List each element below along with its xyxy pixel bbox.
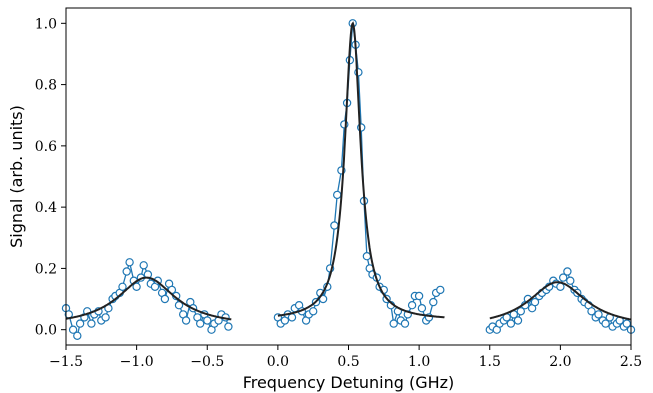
data-point — [390, 320, 397, 327]
data-point — [363, 253, 370, 260]
x-tick-label: 2.5 — [620, 354, 642, 370]
data-point — [204, 317, 211, 324]
data-point — [88, 320, 95, 327]
y-tick-label: 0.0 — [35, 323, 57, 339]
x-tick-label: −1.5 — [49, 354, 83, 370]
x-tick-label: −0.5 — [190, 354, 224, 370]
data-point — [567, 277, 574, 284]
data-point — [310, 308, 317, 315]
y-tick-label: 0.2 — [35, 261, 57, 277]
data-point — [430, 299, 437, 306]
data-point — [225, 323, 232, 330]
y-tick-label: 0.6 — [35, 139, 57, 155]
data-point — [119, 283, 126, 290]
data-point — [418, 305, 425, 312]
data-point — [74, 332, 81, 339]
x-tick-label: 0.0 — [267, 354, 289, 370]
x-axis-ticks: −1.5 −1.0 −0.5 0.0 0.5 1.0 1.5 2.0 2.5 — [49, 345, 642, 370]
data-point — [183, 317, 190, 324]
data-point — [123, 268, 130, 275]
x-axis-label: Frequency Detuning (GHz) — [243, 373, 455, 392]
plot-area — [62, 20, 634, 340]
data-point — [564, 268, 571, 275]
data-point — [334, 191, 341, 198]
data-point — [140, 262, 147, 269]
x-tick-label: 0.5 — [337, 354, 359, 370]
data-point — [288, 314, 295, 321]
data-point — [507, 320, 514, 327]
data-point — [416, 292, 423, 299]
data-point — [102, 314, 109, 321]
data-point — [161, 295, 168, 302]
x-tick-label: 1.0 — [408, 354, 430, 370]
y-axis-label: Signal (arb. units) — [7, 105, 26, 248]
y-tick-label: 0.8 — [35, 78, 57, 94]
x-tick-label: 2.0 — [549, 354, 571, 370]
data-point — [437, 286, 444, 293]
data-point — [514, 317, 521, 324]
data-series-3 — [486, 268, 634, 333]
data-point — [126, 259, 133, 266]
x-tick-label: −1.0 — [120, 354, 154, 370]
data-series-2 — [274, 20, 444, 328]
x-tick-label: 1.5 — [479, 354, 501, 370]
y-tick-label: 0.4 — [35, 200, 57, 216]
data-point — [197, 320, 204, 327]
fit-curve-2 — [278, 23, 445, 317]
data-point — [401, 320, 408, 327]
y-axis-ticks: 0.0 0.2 0.4 0.6 0.8 1.0 — [35, 16, 66, 338]
data-point — [331, 222, 338, 229]
data-series-1 — [62, 259, 232, 340]
y-tick-label: 1.0 — [35, 16, 57, 32]
data-point — [409, 302, 416, 309]
